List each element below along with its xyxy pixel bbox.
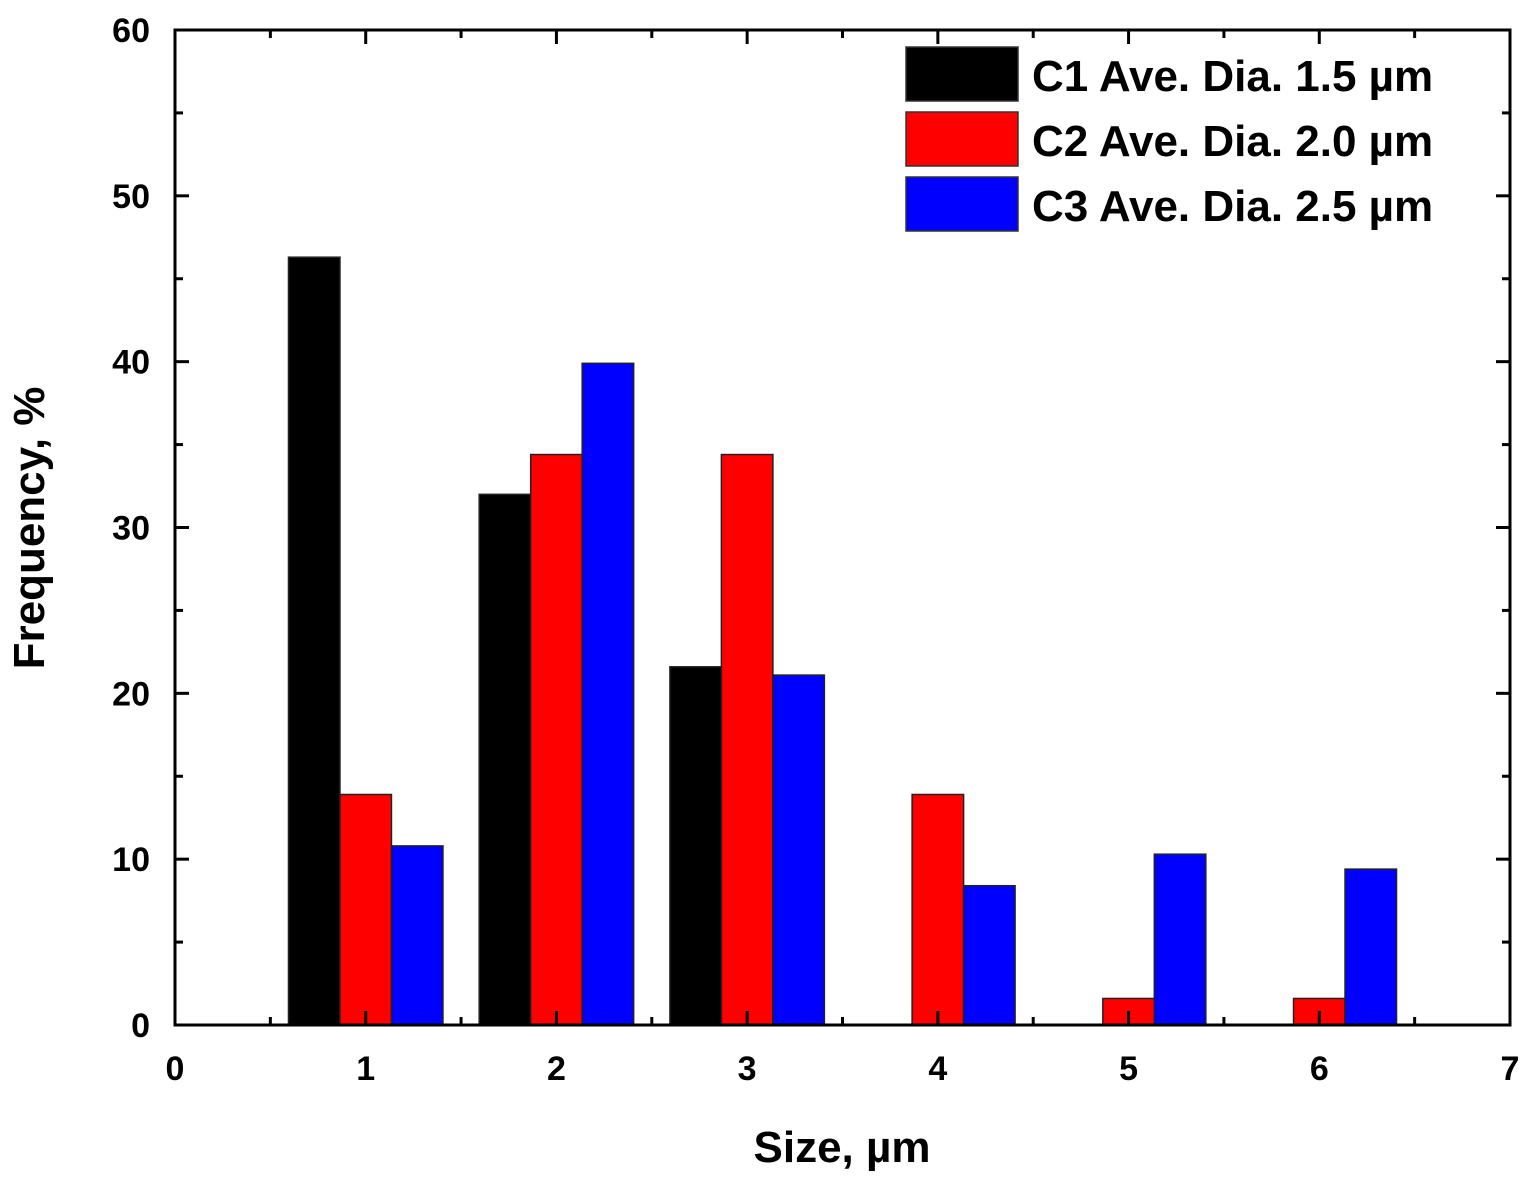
- y-axis-title: Frequency, %: [5, 387, 54, 670]
- y-tick-label: 30: [112, 510, 150, 548]
- y-tick-label: 20: [112, 675, 150, 713]
- x-tick-label: 1: [356, 1050, 375, 1088]
- bar-c3-size-6: [1344, 868, 1398, 1026]
- legend-swatch-c2: [905, 111, 1019, 167]
- legend-label-c3: C3 Ave. Dia. 2.5 µm: [1032, 182, 1433, 231]
- ticks-layer: [173, 28, 1512, 1027]
- bar-c1-size-2: [478, 493, 532, 1026]
- x-tick-label: 4: [928, 1050, 947, 1088]
- y-tick-label: 0: [131, 1007, 150, 1045]
- legend-swatch-c3: [905, 176, 1019, 232]
- x-axis-title: Size, µm: [754, 1123, 931, 1172]
- bar-c2-size-1: [339, 793, 393, 1026]
- legend-label-c1: C1 Ave. Dia. 1.5 µm: [1032, 52, 1433, 101]
- legend-swatch-c1: [905, 46, 1019, 102]
- bar-c1-size-3: [669, 666, 723, 1026]
- legend-label-c2: C2 Ave. Dia. 2.0 µm: [1032, 117, 1433, 166]
- x-tick-label: 3: [738, 1050, 757, 1088]
- y-tick-label: 50: [112, 178, 150, 216]
- tick-labels: 0 1 2 3 4 5 6 7 0 10 20 30 40 50 60: [112, 12, 1519, 1088]
- bar-c3-size-5: [1153, 853, 1207, 1026]
- y-tick-label: 10: [112, 841, 150, 879]
- bar-c1-size-1: [287, 256, 341, 1026]
- y-tick-label: 40: [112, 344, 150, 382]
- x-tick-label: 6: [1310, 1050, 1329, 1088]
- bar-c3-size-4: [962, 884, 1016, 1026]
- x-tick-label: 2: [547, 1050, 566, 1088]
- bars-layer: [287, 256, 1398, 1026]
- x-tick-label: 7: [1501, 1050, 1520, 1088]
- bar-c2-size-3: [720, 453, 774, 1026]
- y-tick-label: 60: [112, 12, 150, 50]
- x-tick-label: 5: [1119, 1050, 1138, 1088]
- bar-c3-size-2: [581, 362, 635, 1026]
- bar-c3-size-1: [390, 845, 444, 1026]
- legend: C1 Ave. Dia. 1.5 µm C2 Ave. Dia. 2.0 µm …: [905, 46, 1433, 232]
- bar-c2-size-2: [529, 453, 583, 1026]
- bar-c2-size-4: [911, 793, 965, 1026]
- x-tick-label: 0: [166, 1050, 185, 1088]
- bar-c3-size-3: [772, 674, 826, 1026]
